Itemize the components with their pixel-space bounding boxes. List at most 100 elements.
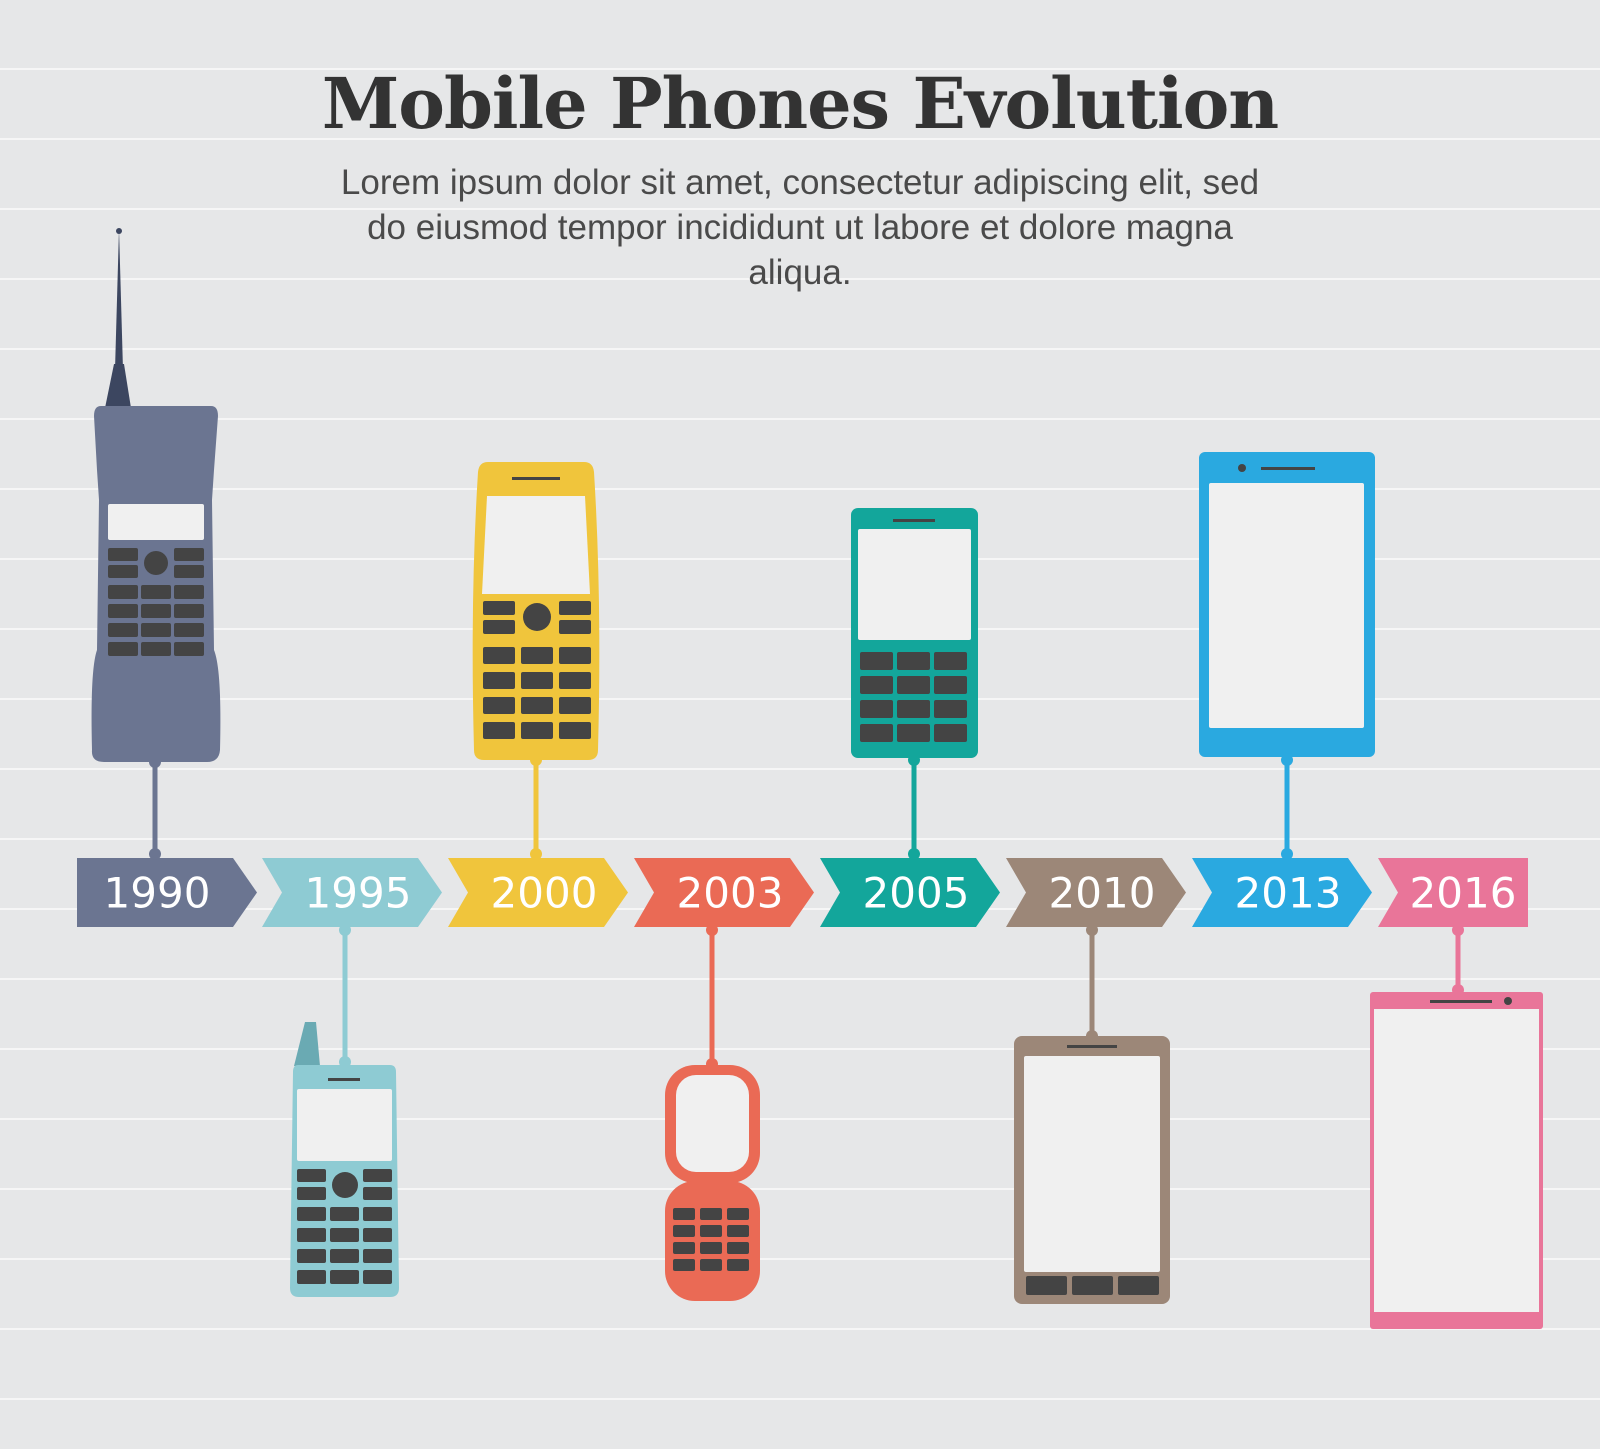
speaker bbox=[512, 477, 560, 480]
keypad-key bbox=[700, 1225, 722, 1237]
keypad-key bbox=[330, 1270, 359, 1284]
keypad-key bbox=[174, 604, 204, 618]
feature-phone-icon bbox=[851, 508, 978, 860]
keypad-key bbox=[700, 1259, 722, 1271]
year-marker-2005: 2005 bbox=[820, 858, 1000, 927]
keypad-key bbox=[297, 1207, 326, 1221]
keypad-key bbox=[330, 1207, 359, 1221]
keypad-key bbox=[483, 697, 515, 714]
keypad-phone-icon bbox=[290, 924, 399, 1297]
keypad-key bbox=[483, 672, 515, 689]
connector-dot bbox=[1086, 924, 1098, 936]
nav-button bbox=[523, 603, 551, 631]
year-label: 2010 bbox=[1049, 869, 1156, 918]
year-label: 1990 bbox=[104, 869, 211, 918]
keypad-key bbox=[141, 585, 171, 599]
year-label: 2016 bbox=[1410, 869, 1517, 918]
keypad-key bbox=[559, 620, 591, 634]
phone-screen bbox=[108, 504, 204, 540]
keypad-key bbox=[297, 1270, 326, 1284]
year-marker-2013: 2013 bbox=[1192, 858, 1372, 927]
keypad-key bbox=[727, 1208, 749, 1220]
keypad-key bbox=[673, 1225, 695, 1237]
year-chevron bbox=[1378, 858, 1528, 927]
keypad-key bbox=[297, 1169, 326, 1182]
keypad-key bbox=[363, 1270, 392, 1284]
keypad-key bbox=[297, 1187, 326, 1200]
year-label: 2000 bbox=[491, 869, 598, 918]
nav-button bbox=[144, 551, 168, 575]
keypad-key bbox=[174, 548, 204, 561]
connector-dot bbox=[530, 848, 542, 860]
year-label: 2003 bbox=[677, 869, 784, 918]
connector-dot bbox=[706, 924, 718, 936]
keypad-key bbox=[483, 601, 515, 615]
connector-dot bbox=[339, 924, 351, 936]
page-subtitle: Lorem ipsum dolor sit amet, consectetur … bbox=[340, 163, 1260, 292]
year-chevron bbox=[448, 858, 628, 927]
keypad-key bbox=[141, 623, 171, 637]
keypad-key bbox=[297, 1249, 326, 1263]
speaker bbox=[893, 519, 935, 522]
keypad-key bbox=[559, 697, 591, 714]
keypad-key bbox=[559, 601, 591, 615]
year-marker-2010: 2010 bbox=[1006, 858, 1186, 927]
keypad-key bbox=[897, 724, 930, 742]
year-marker-1995: 1995 bbox=[262, 858, 442, 927]
keypad-key bbox=[934, 652, 967, 670]
keypad-key bbox=[1026, 1276, 1067, 1295]
keypad-key bbox=[483, 620, 515, 634]
speaker bbox=[328, 1078, 360, 1081]
flip-phone-icon bbox=[665, 924, 760, 1301]
touchscreen-phone-icon bbox=[1014, 924, 1170, 1304]
keypad-key bbox=[108, 642, 138, 656]
keypad-key bbox=[521, 722, 553, 739]
antenna-base bbox=[105, 364, 131, 408]
phablet-icon bbox=[1370, 924, 1543, 1329]
keypad-key bbox=[673, 1208, 695, 1220]
front-camera bbox=[1504, 997, 1512, 1005]
year-marker-2000: 2000 bbox=[448, 858, 628, 927]
keypad-key bbox=[897, 676, 930, 694]
keypad-key bbox=[108, 623, 138, 637]
keypad-key bbox=[1072, 1276, 1113, 1295]
keypad-key bbox=[700, 1208, 722, 1220]
speaker bbox=[1430, 1000, 1492, 1003]
antenna bbox=[115, 229, 123, 370]
keypad-key bbox=[559, 722, 591, 739]
keypad-key bbox=[108, 565, 138, 578]
keypad-key bbox=[727, 1242, 749, 1254]
keypad-key bbox=[521, 647, 553, 664]
year-chevron bbox=[77, 858, 257, 927]
keypad-key bbox=[483, 722, 515, 739]
smartphone-icon bbox=[1199, 452, 1375, 860]
phone-screen bbox=[676, 1075, 749, 1172]
page-title: Mobile Phones Evolution bbox=[321, 62, 1279, 145]
year-chevron bbox=[1006, 858, 1186, 927]
candybar-phone-icon bbox=[472, 462, 600, 860]
year-chevron bbox=[262, 858, 442, 927]
keypad-key bbox=[673, 1242, 695, 1254]
connector-dot bbox=[908, 848, 920, 860]
keypad-key bbox=[363, 1187, 392, 1200]
keypad-key bbox=[108, 548, 138, 561]
keypad-key bbox=[363, 1169, 392, 1182]
keypad-key bbox=[934, 676, 967, 694]
keypad-key bbox=[297, 1228, 326, 1242]
keypad-key bbox=[330, 1249, 359, 1263]
front-camera bbox=[1238, 464, 1246, 472]
phone-screen bbox=[1024, 1056, 1160, 1272]
keypad-key bbox=[700, 1242, 722, 1254]
phone-screen bbox=[482, 496, 590, 594]
keypad-key bbox=[108, 585, 138, 599]
keypad-key bbox=[108, 604, 138, 618]
speaker bbox=[1261, 467, 1315, 470]
antenna-tip bbox=[116, 228, 122, 234]
phone-body bbox=[91, 406, 221, 762]
connector-dot bbox=[1452, 924, 1464, 936]
year-chevron bbox=[1192, 858, 1372, 927]
keypad-key bbox=[521, 697, 553, 714]
year-chevron bbox=[820, 858, 1000, 927]
keypad-key bbox=[727, 1259, 749, 1271]
